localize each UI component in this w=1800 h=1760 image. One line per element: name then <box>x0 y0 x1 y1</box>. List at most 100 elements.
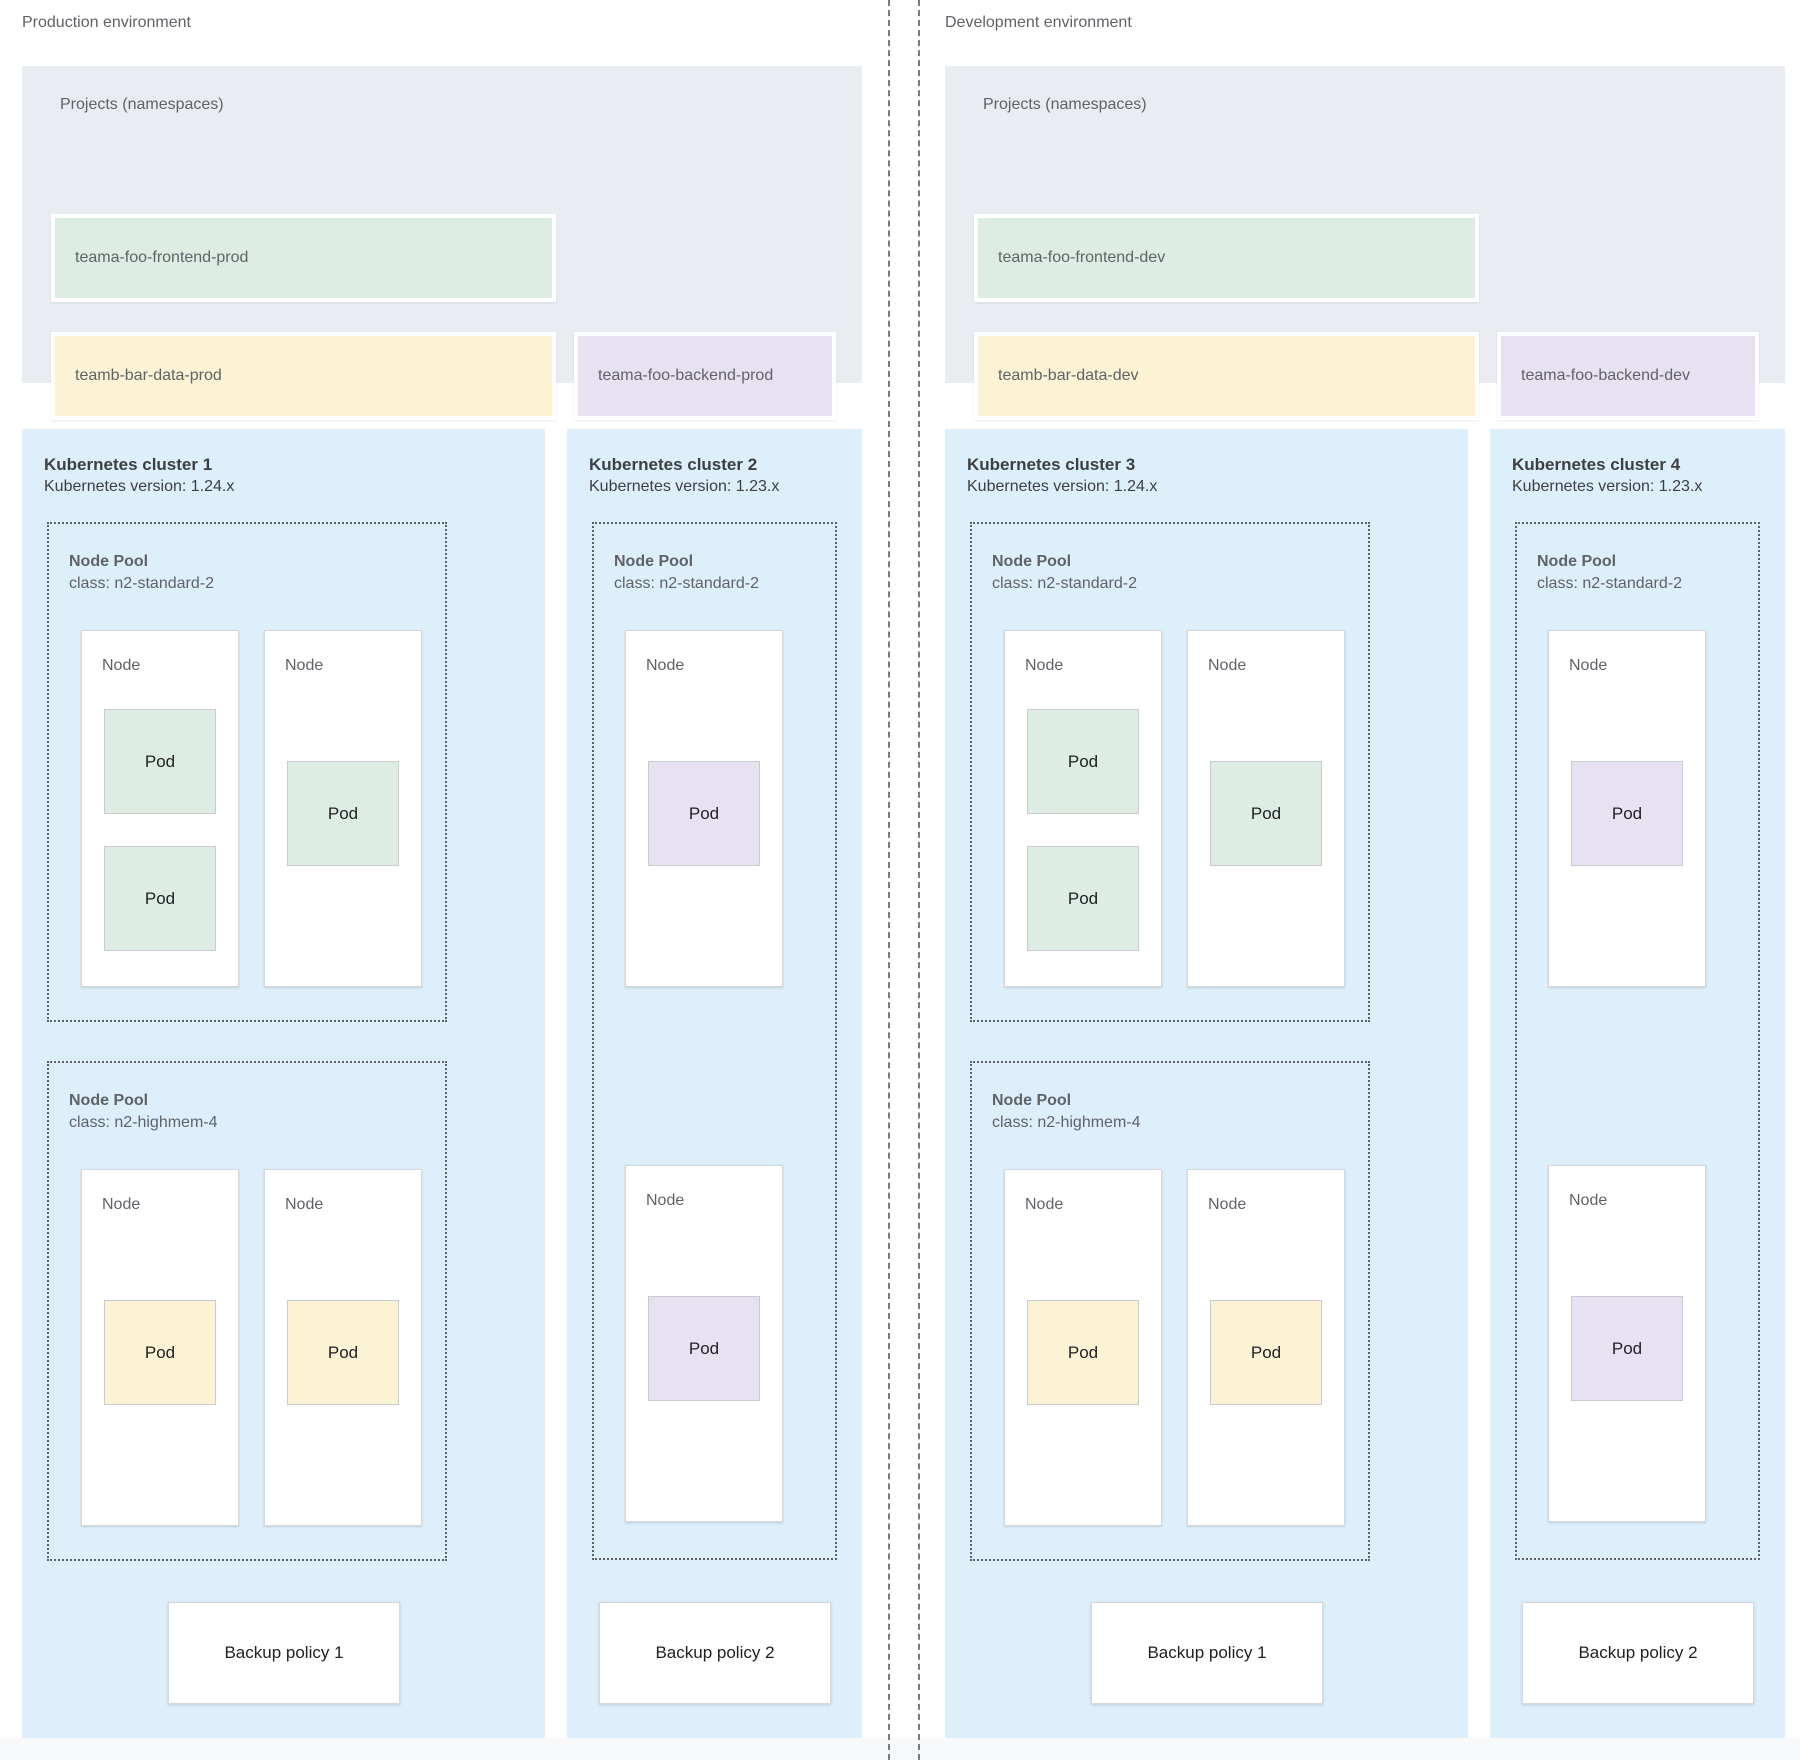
environment-divider <box>888 0 920 1760</box>
backup-policy-label: Backup policy 1 <box>224 1643 344 1662</box>
pod-box: Pod <box>648 761 760 866</box>
backup-policy-label: Backup policy 2 <box>655 1643 775 1662</box>
page-bottom-strip <box>0 1738 1800 1760</box>
namespace-label: teama-foo-backend-dev <box>1521 367 1690 384</box>
node-pool-header: Node Pool class: n2-highmem-4 <box>69 1090 218 1134</box>
node-box: Node Pod <box>1004 1169 1162 1526</box>
pod-box: Pod <box>1027 709 1139 814</box>
node-box: Node Pod <box>1187 1169 1345 1526</box>
node-label: Node <box>1025 657 1064 674</box>
node-label: Node <box>285 657 324 674</box>
namespace-teamb-bar-data-prod: teamb-bar-data-prod <box>51 332 556 420</box>
cluster-4: Kubernetes cluster 4 Kubernetes version:… <box>1490 429 1785 1738</box>
cluster-version: Kubernetes version: 1.23.x <box>1512 478 1703 495</box>
node-label: Node <box>1208 657 1247 674</box>
node-pool-name: Node Pool <box>69 553 149 570</box>
pod-box: Pod <box>104 709 216 814</box>
backup-policy-box: Backup policy 2 <box>599 1602 831 1704</box>
backup-policy-label: Backup policy 2 <box>1578 1643 1698 1662</box>
cluster-1: Kubernetes cluster 1 Kubernetes version:… <box>22 429 545 1738</box>
namespace-label: teama-foo-backend-prod <box>598 367 774 384</box>
pod-label: Pod <box>1250 1342 1282 1362</box>
cluster-3: Kubernetes cluster 3 Kubernetes version:… <box>945 429 1468 1738</box>
node-pool-header: Node Pool class: n2-standard-2 <box>614 551 759 595</box>
node-pool-standard: Node Pool class: n2-standard-2 Node Pod … <box>970 522 1370 1022</box>
projects-title: Projects (namespaces) <box>983 96 1147 113</box>
pod-label: Pod <box>688 1338 720 1358</box>
environment-label: Development environment <box>945 14 1132 31</box>
cluster-header: Kubernetes cluster 1 Kubernetes version:… <box>44 453 234 498</box>
node-label: Node <box>1569 1192 1608 1209</box>
node-label: Node <box>102 657 141 674</box>
node-pool-header: Node Pool class: n2-standard-2 <box>69 551 214 595</box>
node-label: Node <box>102 1196 141 1213</box>
node-label: Node <box>646 1192 685 1209</box>
node-pool-class: class: n2-standard-2 <box>614 575 759 592</box>
node-pool-header: Node Pool class: n2-standard-2 <box>992 551 1137 595</box>
pod-label: Pod <box>688 803 720 823</box>
pod-box: Pod <box>1571 1296 1683 1401</box>
projects-title: Projects (namespaces) <box>60 96 224 113</box>
node-pool-name: Node Pool <box>1537 553 1617 570</box>
namespace-teama-foo-frontend-prod: teama-foo-frontend-prod <box>51 214 556 302</box>
pod-label: Pod <box>144 1342 176 1362</box>
pod-box: Pod <box>287 1300 399 1405</box>
node-box: Node Pod <box>625 630 783 987</box>
node-pool-header: Node Pool class: n2-standard-2 <box>1537 551 1682 595</box>
node-box: Node Pod <box>625 1165 783 1522</box>
pod-box: Pod <box>287 761 399 866</box>
namespace-teama-foo-backend-prod: teama-foo-backend-prod <box>574 332 836 420</box>
node-box: Node Pod <box>264 1169 422 1526</box>
environment-label: Production environment <box>22 14 191 31</box>
node-pool-header: Node Pool class: n2-highmem-4 <box>992 1090 1141 1134</box>
environment-development: Development environment Projects (namesp… <box>945 0 1785 1760</box>
namespace-teama-foo-backend-dev: teama-foo-backend-dev <box>1497 332 1759 420</box>
cluster-2: Kubernetes cluster 2 Kubernetes version:… <box>567 429 862 1738</box>
pod-label: Pod <box>1250 803 1282 823</box>
cluster-header: Kubernetes cluster 3 Kubernetes version:… <box>967 453 1157 498</box>
namespace-label: teamb-bar-data-prod <box>75 367 222 384</box>
node-label: Node <box>646 657 685 674</box>
pod-box: Pod <box>1571 761 1683 866</box>
node-label: Node <box>1569 657 1608 674</box>
node-box: Node Pod Pod <box>1004 630 1162 987</box>
namespace-teama-foo-frontend-dev: teama-foo-frontend-dev <box>974 214 1479 302</box>
node-pool-standard: Node Pool class: n2-standard-2 Node Pod … <box>592 522 837 1560</box>
cluster-title: Kubernetes cluster 4 <box>1512 455 1681 474</box>
node-pool-standard: Node Pool class: n2-standard-2 Node Pod … <box>1515 522 1760 1560</box>
pod-box: Pod <box>1027 1300 1139 1405</box>
node-pool-name: Node Pool <box>992 553 1072 570</box>
namespace-teamb-bar-data-dev: teamb-bar-data-dev <box>974 332 1479 420</box>
node-pool-highmem: Node Pool class: n2-highmem-4 Node Pod N… <box>970 1061 1370 1561</box>
cluster-header: Kubernetes cluster 2 Kubernetes version:… <box>589 453 779 498</box>
pod-box: Pod <box>104 1300 216 1405</box>
node-box: Node Pod <box>81 1169 239 1526</box>
node-box: Node Pod <box>1187 630 1345 987</box>
cluster-version: Kubernetes version: 1.23.x <box>589 478 780 495</box>
node-box: Node Pod <box>1548 630 1706 987</box>
node-box: Node Pod <box>264 630 422 987</box>
cluster-version: Kubernetes version: 1.24.x <box>967 478 1158 495</box>
cluster-title: Kubernetes cluster 2 <box>589 455 758 474</box>
cluster-header: Kubernetes cluster 4 Kubernetes version:… <box>1512 453 1702 498</box>
pod-box: Pod <box>1210 1300 1322 1405</box>
node-pool-class: class: n2-standard-2 <box>69 575 214 592</box>
node-pool-class: class: n2-highmem-4 <box>69 1114 218 1131</box>
backup-policy-label: Backup policy 1 <box>1147 1643 1267 1662</box>
cluster-title: Kubernetes cluster 3 <box>967 455 1136 474</box>
backup-policy-box: Backup policy 1 <box>1091 1602 1323 1704</box>
namespace-label: teama-foo-frontend-prod <box>75 249 249 266</box>
pod-label: Pod <box>1611 803 1643 823</box>
namespace-label: teamb-bar-data-dev <box>998 367 1139 384</box>
node-pool-name: Node Pool <box>614 553 694 570</box>
pod-label: Pod <box>144 751 176 771</box>
node-label: Node <box>1208 1196 1247 1213</box>
pod-box: Pod <box>648 1296 760 1401</box>
node-box: Node Pod <box>1548 1165 1706 1522</box>
pod-label: Pod <box>1067 888 1099 908</box>
pod-label: Pod <box>1611 1338 1643 1358</box>
projects-box: Projects (namespaces) teama-foo-frontend… <box>945 66 1785 420</box>
node-pool-name: Node Pool <box>992 1092 1072 1109</box>
pod-box: Pod <box>1210 761 1322 866</box>
